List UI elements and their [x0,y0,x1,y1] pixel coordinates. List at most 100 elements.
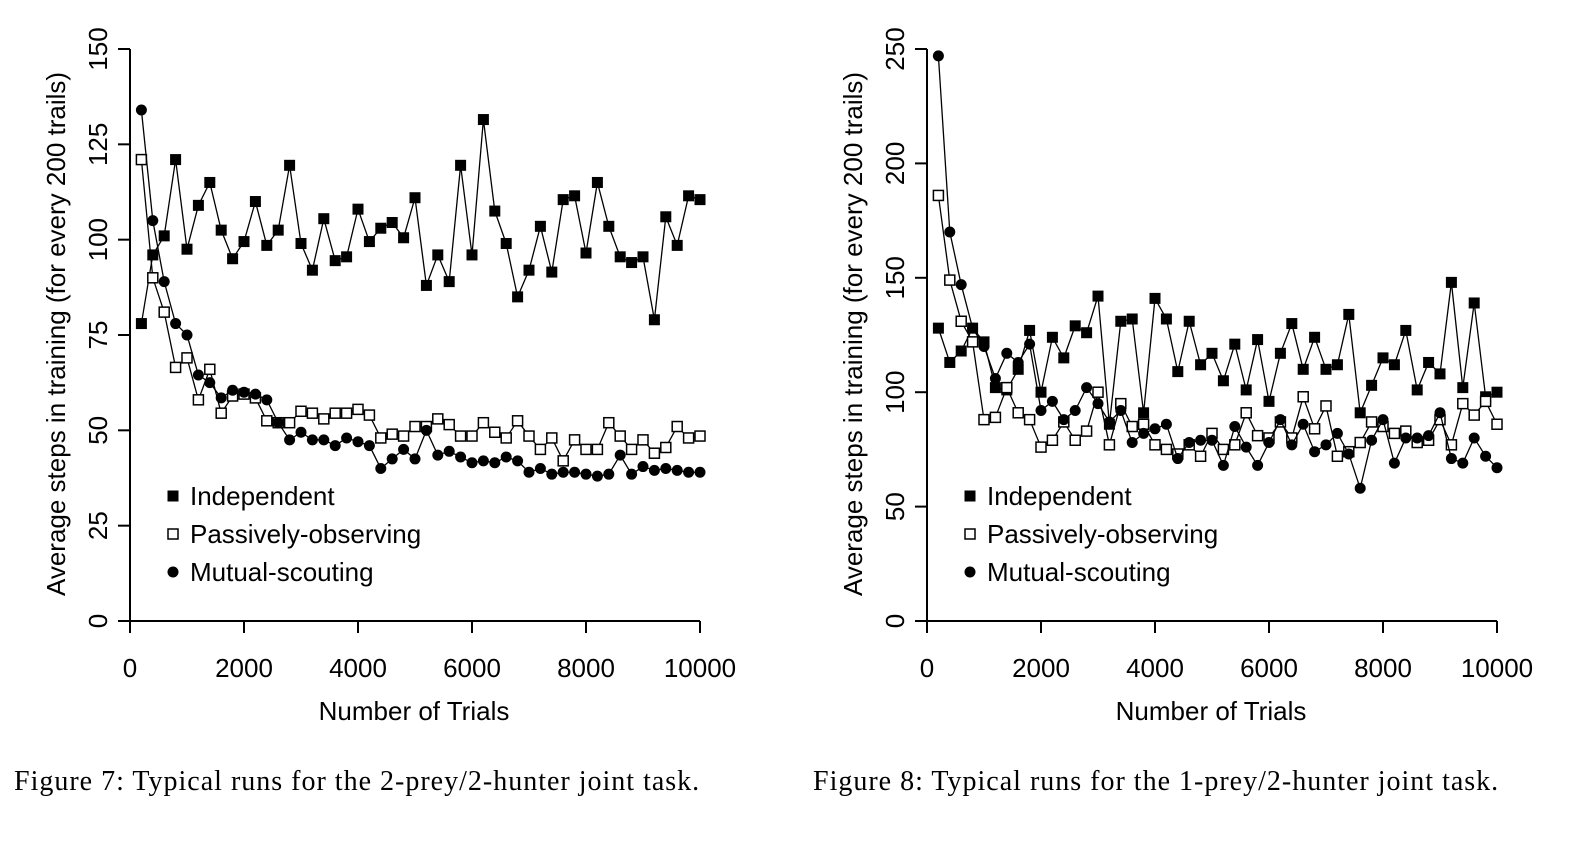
fig7-point-independent-7200 [534,220,546,232]
fig7-point-independent-1000 [181,243,193,255]
fig8-point-passively-observing-7200 [1331,450,1344,463]
figure-7-caption: Figure 7: Typical runs for the 2-prey/2-… [14,766,701,797]
fig8-point-mutual-scouting-8600 [1411,432,1423,444]
fig7-point-independent-4800 [398,232,410,244]
fig8-x-tick-label-4000: 4000 [1126,653,1184,683]
fig8-point-independent-9600 [1468,297,1480,309]
fig8-point-passively-observing-5600 [1240,407,1252,419]
fig7-point-passively-observing-4800 [397,430,410,442]
fig8-point-independent-4400 [1172,366,1184,378]
fig8-legend-marker-mutual-scouting [964,566,976,578]
fig8-point-mutual-scouting-8400 [1400,432,1412,444]
fig7-point-mutual-scouting-3200 [306,434,318,446]
fig7-point-independent-600 [158,230,170,242]
fig8-point-mutual-scouting-4000 [1149,423,1161,435]
fig7-point-passively-observing-7800 [568,434,581,446]
fig8-point-independent-3600 [1126,313,1138,325]
fig7-point-passively-observing-9600 [671,420,683,433]
fig7-point-mutual-scouting-7200 [534,462,546,474]
fig7-point-independent-4600 [386,217,398,229]
fig8-point-independent-2000 [1035,386,1047,398]
fig7-y-tick-label-0: 0 [83,614,113,628]
fig8-x-tick-label-0: 0 [920,653,934,683]
fig8-point-independent-7600 [1354,407,1366,419]
fig7-point-passively-observing-8200 [591,443,604,456]
fig7-point-mutual-scouting-2400 [261,394,273,406]
fig8-point-independent-6400 [1286,318,1298,330]
fig8-point-independent-2800 [1081,327,1093,339]
fig7-y-tick-label-50: 50 [83,416,113,445]
fig8-point-mutual-scouting-3400 [1115,405,1127,417]
fig7-point-mutual-scouting-9200 [648,464,660,476]
fig8-point-passively-observing-2800 [1080,425,1093,437]
fig8-series-independent [932,276,1503,430]
fig7-point-passively-observing-3200 [306,407,319,419]
fig7-point-independent-6000 [466,249,478,261]
fig7-point-independent-3800 [341,251,353,263]
fig7-x-tick-label-10000: 10000 [664,653,736,683]
fig8-point-mutual-scouting-3600 [1126,437,1138,449]
fig8-point-mutual-scouting-3800 [1138,427,1150,439]
fig7-point-independent-3200 [306,264,318,276]
fig7-legend-marker-mutual-scouting [167,566,179,578]
fig8-point-mutual-scouting-1200 [989,372,1001,384]
fig7-point-independent-7600 [557,194,569,206]
fig7-point-mutual-scouting-10000 [694,466,706,478]
fig8-point-passively-observing-7000 [1320,400,1332,412]
fig8-y-axis-title: Average steps in training (for every 200… [838,72,868,596]
fig7-point-mutual-scouting-2200 [249,388,261,400]
fig8-point-mutual-scouting-8800 [1423,430,1435,442]
fig8-point-independent-9200 [1445,276,1457,288]
fig7-point-mutual-scouting-3000 [295,426,307,438]
fig7-point-mutual-scouting-3400 [318,434,330,446]
fig7-point-mutual-scouting-8600 [614,449,626,461]
fig8-legend: Independent Passively-observing Mutual-sco… [964,481,1218,587]
fig8-y-tick-label-250: 250 [880,27,910,70]
fig8-point-passively-observing-2200 [1046,434,1059,446]
fig7-point-passively-observing-7000 [523,430,535,442]
fig7-point-mutual-scouting-4800 [398,443,410,455]
fig7-point-independent-4000 [352,203,364,215]
fig8-line-independent [937,282,1498,425]
fig7-point-mutual-scouting-4000 [352,436,364,448]
fig7-point-passively-observing-1600 [215,407,227,419]
fig8-point-independent-5800 [1252,334,1264,346]
fig7-point-mutual-scouting-5800 [455,451,467,463]
fig8-point-independent-6000 [1263,395,1275,407]
fig7-point-passively-observing-5800 [454,430,467,442]
fig7-x-axis-title: Number of Trials [319,696,510,726]
fig8-point-independent-9000 [1434,368,1446,380]
fig8-point-mutual-scouting-9600 [1468,432,1480,444]
fig7-point-independent-5000 [409,192,421,204]
fig8-point-mutual-scouting-2600 [1069,405,1081,417]
fig7-series-mutual-scouting [135,104,706,482]
fig7-legend-marker-independent [167,490,179,502]
fig7-point-passively-observing-3400 [318,413,330,425]
fig8-point-mutual-scouting-2800 [1081,382,1093,394]
fig8-point-passively-observing-1200 [989,411,1002,424]
fig7-point-passively-observing-1000 [181,352,193,364]
fig8-point-mutual-scouting-2400 [1058,414,1070,426]
fig7-point-mutual-scouting-6800 [512,455,524,467]
fig8-legend-label-passively-observing: Passively-observing [987,519,1218,549]
fig8-point-passively-observing-1000 [978,413,990,426]
fig7-point-independent-8000 [580,247,592,259]
fig7-point-passively-observing-5000 [409,420,421,433]
fig8-point-mutual-scouting-2000 [1035,405,1047,417]
fig8-point-mutual-scouting-6800 [1309,446,1321,458]
fig8-point-mutual-scouting-1000 [978,340,990,352]
fig8-point-independent-6800 [1309,331,1321,343]
fig8-point-mutual-scouting-6600 [1297,418,1309,430]
fig7-point-passively-observing-5400 [432,413,444,425]
fig8-point-passively-observing-9400 [1457,397,1469,410]
fig7-point-passively-observing-6600 [500,432,512,444]
fig7-point-passively-observing-5600 [443,418,455,431]
fig8-point-independent-1200 [989,382,1001,394]
fig8-point-independent-9400 [1457,382,1469,394]
fig7-point-independent-3600 [329,255,341,267]
fig8-point-mutual-scouting-9200 [1445,453,1457,465]
fig8-point-passively-observing-800 [966,336,979,348]
fig7-point-passively-observing-9400 [660,441,672,454]
fig8-point-passively-observing-3200 [1103,439,1116,451]
fig7-point-independent-5400 [432,249,444,261]
